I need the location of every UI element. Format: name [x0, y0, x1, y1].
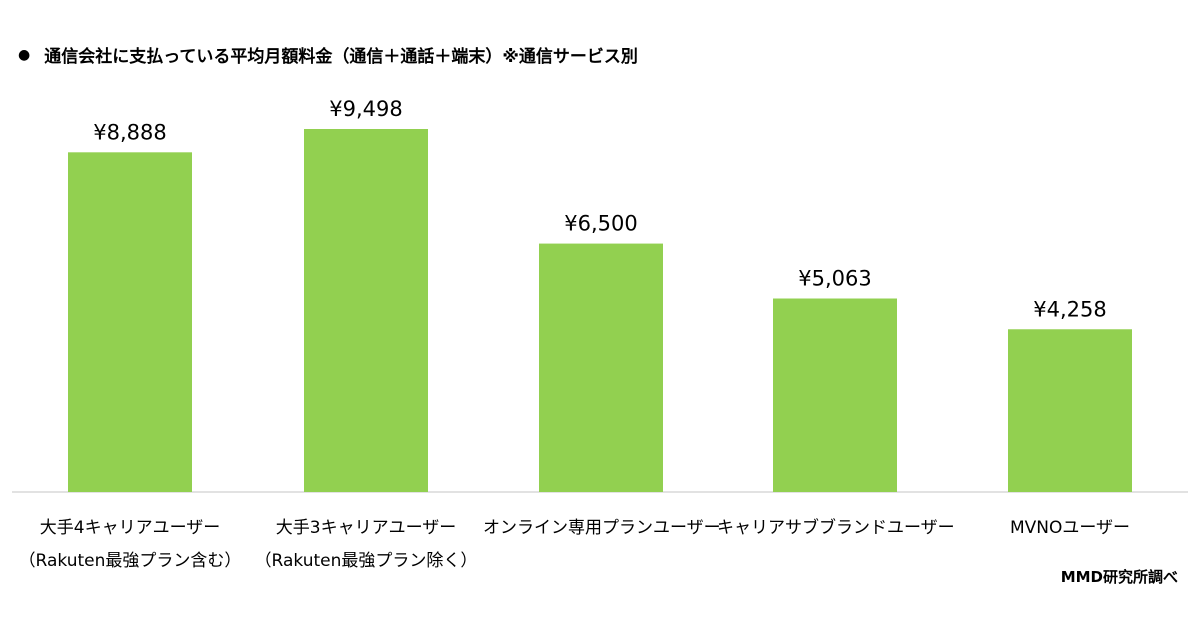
category-label-5: MVNOユーザー: [952, 512, 1188, 545]
data-label-1: ¥8,888: [93, 120, 166, 144]
category-label-2-line-1: 大手3キャリアユーザー: [275, 518, 457, 538]
data-label-3: ¥6,500: [564, 212, 637, 236]
bar-2: [304, 129, 428, 492]
title-bullet: ●: [18, 46, 31, 63]
category-label-1: 大手4キャリアユーザー （Rakuten最強プラン含む）: [12, 512, 248, 578]
category-label-4: キャリアサブブランドユーザー: [717, 512, 955, 545]
bar-3: [539, 243, 663, 492]
source-note: MMD研究所調べ: [1060, 568, 1178, 586]
category-label-3-line-1: オンライン専用プランユーザー: [483, 518, 721, 538]
chart-title-text: 通信会社に支払っている平均月額料金（通信＋通話＋端末）※通信サービス別: [44, 47, 638, 67]
data-label-4: ¥5,063: [798, 266, 871, 290]
data-label-5: ¥4,258: [1033, 297, 1106, 321]
category-label-2-line-2: （Rakuten最強プラン除く）: [254, 551, 478, 571]
category-label-5-line-1: MVNOユーザー: [1009, 518, 1131, 538]
category-label-1-line-2: （Rakuten最強プラン含む）: [18, 551, 242, 571]
bar-4: [773, 298, 897, 492]
category-label-4-line-1: キャリアサブブランドユーザー: [717, 518, 955, 538]
category-label-3: オンライン専用プランユーザー: [483, 512, 721, 545]
chart-title: ● 通信会社に支払っている平均月額料金（通信＋通話＋端末）※通信サービス別: [18, 42, 638, 68]
bar-1: [68, 152, 192, 492]
data-label-2: ¥9,498: [329, 97, 402, 121]
bar-5: [1008, 329, 1132, 492]
category-label-2: 大手3キャリアユーザー （Rakuten最強プラン除く）: [248, 512, 484, 578]
category-label-1-line-1: 大手4キャリアユーザー: [39, 518, 221, 538]
